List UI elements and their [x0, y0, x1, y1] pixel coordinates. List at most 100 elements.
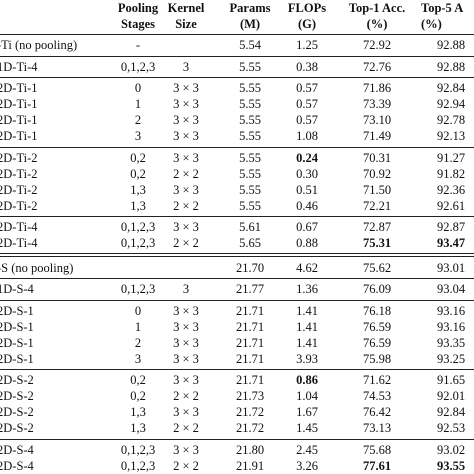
- table-cell: 2.45: [296, 442, 318, 457]
- table-cell: 21.71: [235, 335, 265, 350]
- table-cell: 5.55: [239, 59, 261, 74]
- table-cell: 3 × 3: [173, 220, 199, 234]
- table-cell: 1,3: [130, 182, 146, 197]
- table-cell: 2D-Ti-4: [0, 220, 38, 234]
- table-cell: 2D-Ti-1: [0, 97, 38, 111]
- table-cell: 1,3: [130, 405, 146, 419]
- table-cell: 3: [134, 129, 142, 143]
- table-cell: 2 × 2: [173, 458, 199, 473]
- table-cell: 93.25: [437, 351, 466, 366]
- header-cell: Top-5 A: [421, 1, 464, 15]
- table-cell: 93.16: [437, 303, 466, 318]
- table-cell: 92.88: [437, 59, 466, 74]
- table-cell: 0,2: [130, 150, 146, 165]
- table-cell: 3 × 3: [173, 405, 199, 419]
- table-cell: 3 × 3: [173, 150, 199, 165]
- table-cell: 21.72: [235, 421, 265, 435]
- table-cell: 2D-S-2: [0, 389, 34, 403]
- table-cell: 1.45: [296, 421, 318, 435]
- table-cell: 75.31: [362, 236, 392, 250]
- table-cell: 72.21: [362, 198, 392, 213]
- table-cell: 3 × 3: [173, 351, 199, 366]
- table-cell: 0.46: [296, 198, 318, 213]
- table-cell: 2D-S-1: [0, 303, 34, 318]
- table-cell: 91.27: [437, 150, 466, 165]
- table-cell: 92.84: [437, 81, 466, 95]
- table-cell: 92.84: [437, 405, 466, 419]
- table-cell: 92.53: [437, 421, 466, 435]
- table-cell: 2D-S-4: [0, 442, 34, 457]
- table-cell: 0,1,2,3: [120, 458, 156, 473]
- table-cell: 92.94: [437, 97, 466, 111]
- table-cell: 71.50: [362, 182, 392, 197]
- table-cell: 21.71: [235, 373, 265, 387]
- table-cell: 5.55: [239, 129, 261, 143]
- table-cell: 75.68: [362, 442, 392, 457]
- table-cell: 2D-S-1: [0, 319, 34, 334]
- table-cell: 0,1,2,3: [120, 442, 156, 457]
- table-cell: 5.65: [239, 236, 261, 250]
- table-cell: 75.98: [362, 351, 392, 366]
- header-cell: (G): [297, 17, 317, 31]
- table-cell: 92.78: [437, 113, 466, 127]
- table-cell: 92.13: [437, 129, 466, 143]
- table-cell: 21.71: [235, 303, 265, 318]
- table-cell: 70.31: [362, 150, 392, 165]
- table-cell: 70.92: [362, 166, 392, 181]
- table-cell: 1D-S-4: [0, 282, 34, 296]
- table-cell: 1.41: [296, 335, 318, 350]
- table-cell: 2: [134, 335, 142, 350]
- table-cell: 5.55: [239, 113, 261, 127]
- table-cell: 93.47: [437, 236, 466, 250]
- table-cell: 1.04: [296, 389, 318, 403]
- table-cell: 1.41: [296, 303, 318, 318]
- table-cell: 5.61: [239, 220, 261, 234]
- table-cell: 21.71: [235, 319, 265, 334]
- table-cell: 1.41: [296, 319, 318, 334]
- table-cell: 72.87: [362, 220, 392, 234]
- table-cell: 3 × 3: [173, 81, 199, 95]
- table-cell: 5.55: [239, 182, 261, 197]
- table-cell: 73.10: [362, 113, 392, 127]
- table-cell: 76.42: [362, 405, 392, 419]
- table-cell: 5.55: [239, 150, 261, 165]
- table-cell: 21.77: [235, 282, 265, 296]
- table-cell: 3 × 3: [173, 442, 199, 457]
- table-cell: 2 × 2: [173, 166, 199, 181]
- table-cell: 2 × 2: [173, 389, 199, 403]
- header-cell: (%): [366, 17, 388, 31]
- table-cell: 74.53: [362, 389, 392, 403]
- table-cell: 92.61: [437, 198, 466, 213]
- table-cell: 91.65: [437, 373, 466, 387]
- table-cell: 0.67: [296, 220, 318, 234]
- table-cell: 2 × 2: [173, 236, 199, 250]
- rule: [0, 146, 474, 148]
- table-cell: 1.25: [296, 38, 318, 52]
- table-cell: 76.59: [362, 335, 392, 350]
- table-cell: 1.08: [296, 129, 318, 143]
- table-cell: 92.01: [437, 389, 466, 403]
- table-cell: 0.24: [296, 150, 318, 165]
- header-cell: Kernel: [167, 1, 205, 15]
- header-cell: Size: [175, 17, 197, 31]
- table-cell: 5.55: [239, 81, 261, 95]
- table-cell: 73.13: [362, 421, 392, 435]
- table-cell: 92.36: [437, 182, 466, 197]
- table-cell: 2 × 2: [173, 198, 199, 213]
- table-cell: 1: [134, 97, 142, 111]
- table-cell: -Ti (no pooling): [0, 38, 78, 52]
- table-cell: 0.38: [296, 59, 318, 74]
- table-cell: 0,1,2,3: [120, 282, 156, 296]
- table-cell: 2D-S-2: [0, 405, 34, 419]
- header-cell: Stages: [120, 17, 156, 31]
- rule: [0, 34, 474, 35]
- header-cell: (M): [239, 17, 261, 31]
- table-cell: 77.61: [362, 458, 392, 473]
- table-cell: 76.18: [362, 303, 392, 318]
- table-cell: 93.35: [437, 335, 466, 350]
- table-cell: 21.91: [235, 458, 265, 473]
- table-cell: 5.55: [239, 166, 261, 181]
- table-cell: 2D-S-4: [0, 458, 34, 473]
- table-cell: 3 × 3: [173, 373, 199, 387]
- table-cell: 3.93: [296, 351, 318, 366]
